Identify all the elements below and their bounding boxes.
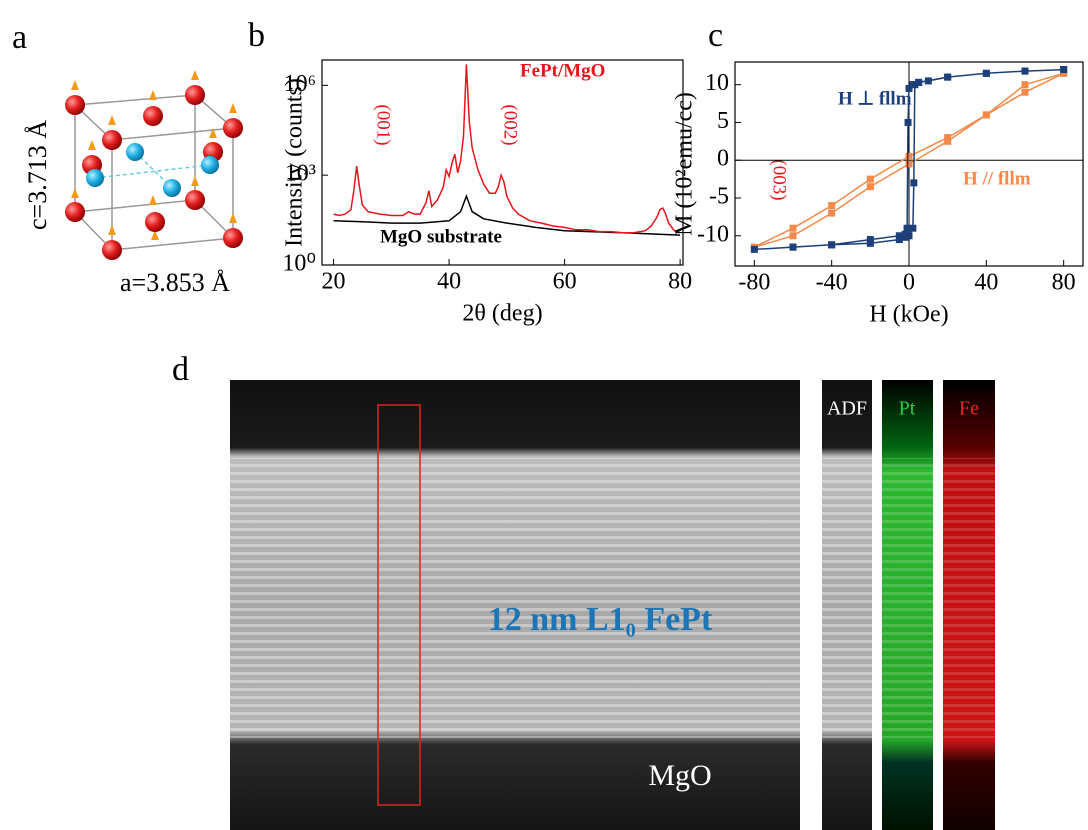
stem-image <box>230 380 995 830</box>
data-point <box>750 245 758 253</box>
data-point <box>828 209 836 217</box>
data-point <box>895 236 903 244</box>
a-axis-label: a=3.853 Å <box>120 268 230 297</box>
x-axis-label: 2θ (deg) <box>462 301 542 327</box>
xrd-curve <box>333 64 681 234</box>
x-tick-label: 40 <box>974 270 998 296</box>
data-point <box>944 73 952 81</box>
data-point <box>1021 88 1029 96</box>
map-label: ADF <box>827 398 867 420</box>
peak-label: (002) <box>500 104 521 145</box>
data-point <box>866 175 874 183</box>
data-point <box>789 232 797 240</box>
data-point <box>924 77 932 85</box>
y-tick-label: -10 <box>697 221 729 247</box>
y-axis-label: Intensity (counts) <box>282 78 308 247</box>
data-point <box>789 224 797 232</box>
x-tick-label: 0 <box>903 270 915 296</box>
atoms <box>65 70 243 260</box>
y-axis-label: M (10²emu/cc) <box>672 92 698 236</box>
y-tick-label: 10⁰ <box>282 251 316 277</box>
data-point <box>982 69 990 77</box>
legend-label: FePt/MgO <box>520 60 605 81</box>
x-tick-label: 80 <box>668 269 692 295</box>
x-axis-label: H (kOe) <box>869 302 948 328</box>
data-point <box>866 239 874 247</box>
data-point <box>910 179 918 187</box>
data-point <box>909 224 917 232</box>
x-tick-label: 80 <box>1052 270 1076 296</box>
peak-label: (001) <box>373 104 394 145</box>
data-point <box>915 78 923 86</box>
data-point <box>866 236 874 244</box>
x-tick-label: 60 <box>553 269 577 295</box>
data-point <box>895 232 903 240</box>
data-point <box>905 160 913 168</box>
data-point <box>909 81 917 89</box>
y-tick-label: -5 <box>709 184 729 210</box>
data-point <box>944 134 952 142</box>
data-point <box>1021 81 1029 89</box>
data-point <box>982 111 990 119</box>
x-tick-label: -80 <box>738 270 770 296</box>
data-point <box>944 137 952 145</box>
film-label: 12 nm L1₀ FePt <box>488 601 713 638</box>
y-tick-label: 10³ <box>285 161 316 187</box>
data-point <box>901 230 909 238</box>
panel-label: b <box>248 17 265 54</box>
xrd-curve <box>333 193 681 236</box>
data-point <box>1060 66 1068 74</box>
data-point <box>828 202 836 210</box>
x-tick-label: 20 <box>322 269 346 295</box>
data-point <box>904 118 912 126</box>
map-label: Fe <box>959 398 979 420</box>
panel-label: c <box>708 17 723 54</box>
data-point <box>905 232 913 240</box>
data-point <box>903 224 911 232</box>
y-tick-label: 10⁶ <box>284 71 316 97</box>
plot-frame <box>321 59 684 266</box>
panel-label: d <box>172 351 189 388</box>
legend-label: MgO substrate <box>380 226 502 247</box>
y-tick-label: 5 <box>717 108 729 134</box>
data-point <box>789 243 797 251</box>
data-point <box>905 152 913 160</box>
data-point <box>1021 67 1029 75</box>
legend-label: H // fllm <box>963 168 1031 189</box>
panel-label: a <box>12 19 27 56</box>
y-tick-label: 10 <box>705 70 729 96</box>
x-tick-label: -40 <box>816 270 848 296</box>
legend-label: H ⊥ fllm <box>838 88 912 109</box>
data-point <box>828 241 836 249</box>
data-point <box>866 183 874 191</box>
substrate-label: MgO <box>648 759 711 792</box>
peak-label: (003) <box>769 159 790 200</box>
c-axis-label: c=3.713 Å <box>23 120 52 230</box>
x-tick-label: 40 <box>437 269 461 295</box>
map-label: Pt <box>899 398 916 420</box>
data-point <box>1060 69 1068 77</box>
data-point <box>905 84 913 92</box>
y-tick-label: 0 <box>717 146 729 172</box>
